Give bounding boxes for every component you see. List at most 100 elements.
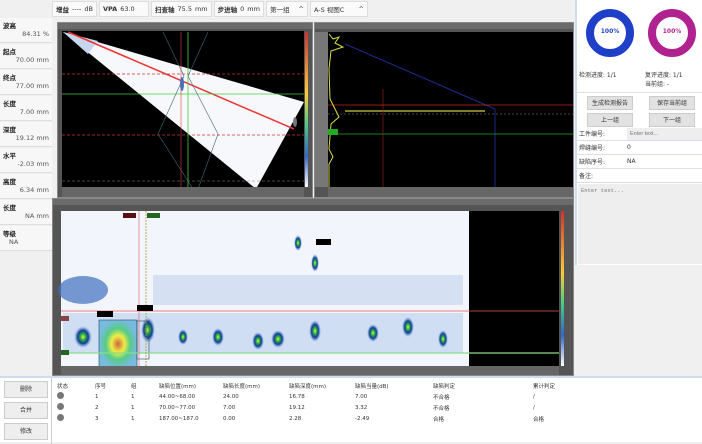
measure-horizontal: 水平 -2.03 mm bbox=[0, 148, 52, 173]
note-label: 备注: bbox=[579, 173, 594, 180]
header-length: 缺陷长度(mm) bbox=[223, 383, 261, 390]
status-dot-icon bbox=[57, 414, 64, 421]
index-axis-field[interactable]: 步进轴 0 mm bbox=[213, 1, 264, 17]
group-select[interactable]: 第一组 ^ bbox=[265, 1, 308, 17]
workpiece-input[interactable] bbox=[627, 127, 702, 140]
table-header: 状态 序号 组 缺陷位置(mm) 缺陷长度(mm) 缺陷深度(mm) 缺陷当量(… bbox=[55, 380, 591, 391]
vpa-value: 63.0 bbox=[120, 5, 135, 13]
save-group-button[interactable]: 保存当前组 bbox=[649, 96, 695, 110]
modify-button[interactable]: 修改 bbox=[4, 423, 48, 440]
next-group-button[interactable]: 下一组 bbox=[649, 113, 695, 127]
detect-progress-ring bbox=[586, 9, 634, 57]
measure-start: 起点 70.00 mm bbox=[0, 44, 52, 69]
view-select-value: A-S 视图C bbox=[313, 6, 345, 14]
note-input[interactable] bbox=[578, 184, 702, 264]
cell: 1 bbox=[95, 393, 99, 400]
workpiece-label: 工件编号: bbox=[579, 131, 606, 138]
cell: / bbox=[533, 393, 535, 400]
previous-group-button[interactable]: 上一组 bbox=[587, 113, 633, 127]
status-dot-icon bbox=[57, 392, 64, 399]
current-group-label: 当前组: - bbox=[645, 81, 670, 88]
cell: 不合格 bbox=[433, 405, 450, 412]
s-scan-view[interactable] bbox=[57, 22, 313, 198]
defect-label: 缺陷序号: bbox=[579, 159, 606, 166]
gain-unit: dB bbox=[84, 5, 93, 13]
header-equivalent: 缺陷当量(dB) bbox=[355, 383, 389, 390]
c-scan-view[interactable] bbox=[52, 198, 574, 376]
review-progress-ring bbox=[648, 9, 696, 57]
label: 深度 bbox=[3, 126, 16, 134]
group-select-value: 第一组 bbox=[269, 6, 290, 14]
a-scan-image bbox=[315, 32, 573, 197]
cell: 19.12 bbox=[289, 404, 305, 411]
label: 起点 bbox=[3, 48, 16, 56]
measurement-panel: 波高 84.31 % 起点 70.00 mm 终点 77.00 mm 长度 7.00 m… bbox=[0, 18, 52, 252]
c-scan-image bbox=[58, 211, 564, 375]
weld-label: 焊缝编号: bbox=[579, 145, 606, 152]
merge-button[interactable]: 合并 bbox=[4, 402, 48, 419]
cell: 3 bbox=[95, 415, 99, 422]
review-progress-value: 100% bbox=[662, 28, 682, 35]
value: 19.12 mm bbox=[15, 134, 49, 142]
table-row[interactable]: 2 1 70.00~77.00 7.00 19.12 3.32 不合格 / bbox=[55, 402, 591, 413]
label: 长度 bbox=[3, 100, 16, 108]
measure-amplitude: 波高 84.31 % bbox=[0, 18, 52, 43]
chevron-up-icon: ^ bbox=[358, 5, 364, 13]
label: 高度 bbox=[3, 178, 16, 186]
header-judgement: 缺陷判定 bbox=[433, 383, 456, 390]
right-panel: 100% 100% 检测进度: 1/1 复评进度: 1/1 当前组: - 生成检… bbox=[575, 0, 702, 265]
view-select[interactable]: A-S 视图C ^ bbox=[309, 1, 368, 17]
weld-row: 焊缝编号: 0 bbox=[577, 141, 702, 155]
table-row[interactable]: 1 1 44.00~68.00 24.00 16.78 7.00 不合格 / bbox=[55, 391, 591, 402]
workpiece-row: 工件编号: bbox=[577, 127, 702, 141]
weld-value: 0 bbox=[627, 144, 631, 151]
cell: 7.00 bbox=[223, 404, 236, 411]
c-scan-title bbox=[53, 199, 573, 205]
detect-progress-label: 检测进度: 1/1 bbox=[579, 72, 617, 79]
cell: -2.49 bbox=[355, 415, 370, 422]
note-row: 备注: bbox=[577, 169, 702, 183]
cell: 1 bbox=[131, 404, 135, 411]
measure-depth: 深度 19.12 mm bbox=[0, 122, 52, 147]
a-scan-view[interactable] bbox=[314, 22, 574, 198]
scan-axis-label: 扫查轴 bbox=[154, 6, 175, 14]
table-row[interactable]: 3 1 187.00~187.0 0.00 2.28 -2.49 合格 合格 bbox=[55, 413, 591, 424]
defect-row: 缺陷序号: NA bbox=[577, 155, 702, 169]
defect-list-panel: 删除 合并 修改 状态 序号 组 缺陷位置(mm) 缺陷长度(mm) 缺陷深度(… bbox=[0, 376, 702, 444]
cell: 合格 bbox=[433, 416, 445, 423]
s-scan-image bbox=[62, 31, 308, 197]
header-status: 状态 bbox=[57, 383, 69, 390]
a-scan-title bbox=[315, 23, 573, 29]
gain-value: ---- bbox=[72, 5, 82, 13]
cell: 70.00~77.00 bbox=[159, 404, 196, 411]
gain-label: 增益 bbox=[56, 6, 69, 14]
value: 6.34 mm bbox=[19, 186, 49, 194]
gain-field[interactable]: 增益 ---- dB bbox=[52, 1, 97, 17]
measure-grade: 等级 NA bbox=[0, 226, 52, 251]
measure-end: 终点 77.00 mm bbox=[0, 70, 52, 95]
cell: 2 bbox=[95, 404, 99, 411]
header-position: 缺陷位置(mm) bbox=[159, 383, 197, 390]
cell: 0.00 bbox=[223, 415, 236, 422]
cell: 1 bbox=[131, 393, 135, 400]
value: NA bbox=[9, 238, 19, 246]
label: 水平 bbox=[3, 152, 16, 160]
cell: 2.28 bbox=[289, 415, 302, 422]
generate-report-button[interactable]: 生成检测报告 bbox=[587, 96, 633, 110]
scan-axis-value: 75.5 bbox=[177, 5, 192, 13]
scan-axis-field[interactable]: 扫查轴 75.5 mm bbox=[150, 1, 212, 17]
vpa-field[interactable]: VPA 63.0 bbox=[98, 1, 149, 17]
chevron-up-icon: ^ bbox=[298, 5, 304, 13]
value: 77.00 mm bbox=[15, 82, 49, 90]
detect-progress-value: 100% bbox=[600, 28, 620, 35]
delete-button[interactable]: 删除 bbox=[4, 381, 48, 398]
cell: 44.00~68.00 bbox=[159, 393, 196, 400]
cell: 合格 bbox=[533, 416, 545, 423]
defect-table: 状态 序号 组 缺陷位置(mm) 缺陷长度(mm) 缺陷深度(mm) 缺陷当量(… bbox=[55, 380, 591, 424]
header-index: 序号 bbox=[95, 383, 107, 390]
measure-length: 长度 7.00 mm bbox=[0, 96, 52, 121]
index-axis-unit: mm bbox=[247, 5, 260, 13]
value: 84.31 % bbox=[22, 30, 49, 38]
status-dot-icon bbox=[57, 403, 64, 410]
cell: 16.78 bbox=[289, 393, 305, 400]
